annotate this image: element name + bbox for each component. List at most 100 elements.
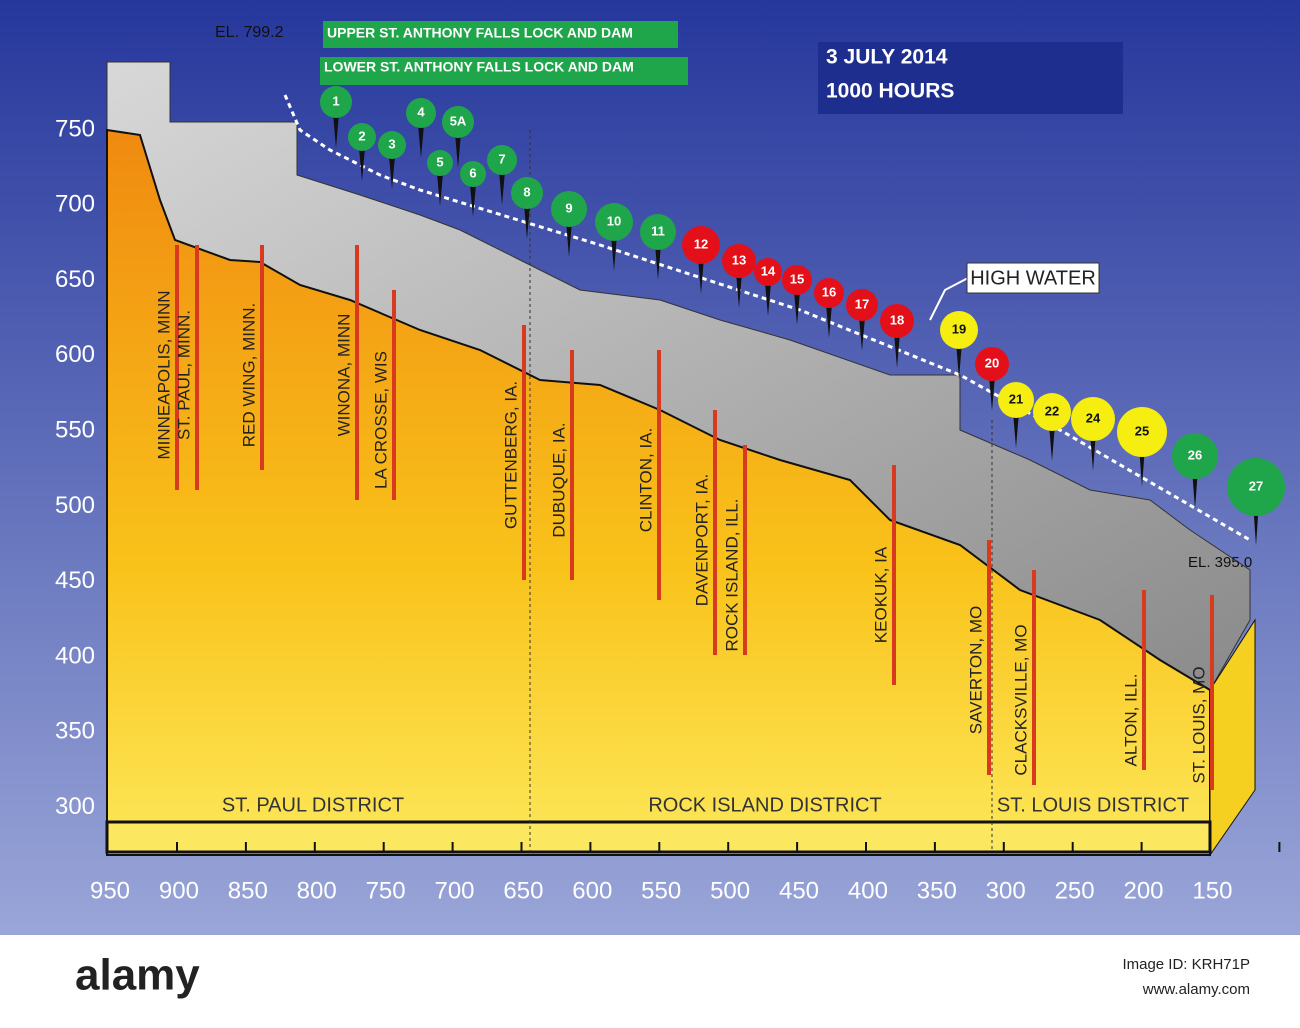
lock-label: 17 (855, 296, 869, 311)
dam-label: UPPER ST. ANTHONY FALLS LOCK AND DAM (327, 25, 633, 41)
x-tick-label: 150 (1192, 877, 1232, 904)
dam-label: LOWER ST. ANTHONY FALLS LOCK AND DAM (324, 59, 634, 75)
lock-label: 7 (498, 151, 505, 166)
city-label: WINONA, MINN (334, 314, 353, 437)
city-label: SAVERTON, MO (966, 606, 985, 734)
lock-marker (782, 265, 812, 295)
district-label: ROCK ISLAND DISTRICT (648, 794, 881, 816)
city-label: ST. LOUIS, MO (1189, 666, 1208, 783)
x-tick-label: 700 (434, 877, 474, 904)
district-label: ST. PAUL DISTRICT (222, 794, 404, 816)
date: 3 JULY 2014 (826, 46, 948, 69)
lock-marker (682, 226, 720, 264)
lock-marker (406, 98, 436, 128)
lock-marker (1071, 397, 1115, 441)
lock-marker (998, 382, 1034, 418)
x-tick-label: 250 (1055, 877, 1095, 904)
x-tick-label: 200 (1123, 877, 1163, 904)
elevation-label: EL. 395.0 (1188, 554, 1252, 571)
lock-label: 5 (436, 154, 443, 169)
lock-label: 9 (565, 200, 572, 215)
city-label: ALTON, ILL. (1121, 674, 1140, 767)
y-tick-label: 300 (55, 793, 95, 820)
city-label: ST. PAUL, MINN. (174, 310, 193, 440)
lock-marker (442, 106, 474, 138)
dam-label-box (320, 57, 688, 85)
lock-marker (640, 214, 676, 250)
lock-label: 19 (952, 321, 966, 336)
lock-label: 12 (694, 236, 708, 251)
footer-brand: alamy (75, 951, 200, 1000)
y-tick-label: 700 (55, 191, 95, 218)
lock-label: 15 (790, 271, 804, 286)
lock-marker (940, 311, 978, 349)
x-tick-label: 950 (90, 877, 130, 904)
lock-marker (460, 161, 486, 187)
footer-site: www.alamy.com (1142, 981, 1250, 998)
city-label: MINNEAPOLIS, MINN (154, 290, 173, 459)
lock-marker (722, 244, 756, 278)
lock-marker (880, 304, 914, 338)
lock-label: 4 (417, 104, 425, 119)
x-tick-label: 500 (710, 877, 750, 904)
lock-label: 2 (358, 128, 365, 143)
lock-marker (846, 289, 878, 321)
y-tick-label: 350 (55, 718, 95, 745)
lock-label: 16 (822, 284, 836, 299)
date-box (818, 42, 1123, 114)
y-tick-label: 600 (55, 341, 95, 368)
lock-marker (1033, 393, 1071, 431)
annotation-box (966, 262, 1100, 294)
city-label: DAVENPORT, IA. (692, 474, 711, 607)
footer-id: Image ID: KRH71P (1122, 956, 1250, 973)
lock-marker (754, 258, 782, 286)
footer-bar (0, 935, 1300, 1023)
dam-label-box (323, 21, 678, 48)
x-tick-label: 650 (503, 877, 543, 904)
lock-marker (595, 203, 633, 241)
city-label: RED WING, MINN. (239, 303, 258, 448)
elevation-label: EL. 799.2 (215, 24, 284, 41)
x-tick-label: 900 (159, 877, 199, 904)
lock-label: 25 (1135, 423, 1149, 438)
city-label: GUTTENBERG, IA. (501, 381, 520, 529)
x-tick-label: 450 (779, 877, 819, 904)
lock-marker (1117, 407, 1167, 457)
x-tick-label: 850 (228, 877, 268, 904)
x-tick-label: 400 (848, 877, 888, 904)
y-tick-label: 500 (55, 492, 95, 519)
lock-label: 6 (469, 165, 476, 180)
lock-marker (378, 131, 406, 159)
lock-label: 10 (607, 213, 621, 228)
annotation-arrow (929, 277, 969, 321)
lock-label: 14 (761, 263, 776, 278)
time: 1000 HOURS (826, 80, 954, 103)
lock-marker (975, 347, 1009, 381)
x-tick-label: 600 (572, 877, 612, 904)
lock-marker (511, 177, 543, 209)
lock-label: 11 (651, 223, 665, 238)
city-label: LA CROSSE, WIS (371, 351, 390, 489)
city-label: DUBUQUE, IA. (549, 422, 568, 537)
x-tick-label: 550 (641, 877, 681, 904)
side-face (1209, 618, 1256, 857)
lock-label: 13 (732, 252, 746, 267)
lock-marker (814, 278, 844, 308)
lock-label: 24 (1086, 410, 1101, 425)
y-tick-label: 550 (55, 417, 95, 444)
city-label: ROCK ISLAND, ILL. (722, 498, 741, 651)
lock-label: 26 (1188, 447, 1202, 462)
lock-marker (487, 145, 517, 175)
lock-label: 3 (388, 136, 395, 151)
y-tick-label: 650 (55, 266, 95, 293)
lock-label: 20 (985, 355, 999, 370)
lock-marker (551, 191, 587, 227)
lock-marker (348, 123, 376, 151)
lock-label: 5A (450, 113, 467, 128)
lock-marker (1172, 433, 1218, 479)
x-tick-label: 800 (297, 877, 337, 904)
lock-label: 8 (523, 184, 530, 199)
x-tick-label: 350 (917, 877, 957, 904)
lock-label: 22 (1045, 403, 1059, 418)
